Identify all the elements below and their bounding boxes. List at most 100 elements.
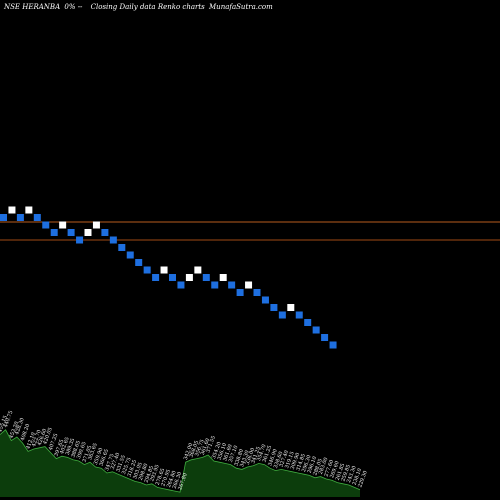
renko-brick-down [126, 251, 134, 259]
description-label: Closing Daily data Renko charts [91, 3, 206, 11]
renko-brick-down [202, 274, 210, 281]
renko-brick-up [84, 229, 92, 236]
renko-brick-up [92, 221, 100, 229]
volume-price-label: 422.70 [31, 429, 43, 447]
volume-price-label: 269.60 [329, 460, 341, 478]
renko-brick-up [8, 206, 16, 214]
volume-price-label: 264.80 [166, 470, 178, 488]
volume-price-label: 408.20 [20, 423, 32, 441]
volume-price-label: 453.20 [9, 421, 21, 439]
change-label: 0% -- [64, 3, 83, 11]
volume-price-label: 267.80 [177, 472, 189, 490]
renko-brick-down [50, 229, 58, 236]
volume-price-label: 412.10 [25, 432, 37, 450]
volume-price-label: 293.95 [149, 464, 161, 482]
renko-brick-down [16, 214, 24, 221]
renko-brick-down [278, 311, 286, 319]
renko-brick-down [211, 281, 219, 289]
renko-bricks [0, 206, 337, 349]
volume-price-label: 440.75 [3, 410, 15, 428]
volume-price-label: 296.10 [307, 456, 319, 474]
chart-header: NSE HERANBA 0% -- Closing Daily data Ren… [3, 3, 273, 11]
volume-price-label: 283.00 [318, 457, 330, 475]
volume-price-label: 389.35 [65, 438, 77, 456]
renko-brick-down [177, 281, 185, 289]
volume-price-label: 343.30 [239, 450, 251, 468]
renko-brick-down [135, 259, 143, 266]
volume-price-label: 368.05 [189, 440, 201, 458]
volume-price-label: 327.40 [110, 452, 122, 470]
renko-brick-up [287, 304, 295, 311]
volume-price-label: 366.65 [99, 448, 111, 466]
volume-price-label: 397.65 [54, 439, 66, 457]
renko-brick-down [304, 319, 312, 326]
volume-price-label: 361.60 [200, 438, 212, 456]
volume-price-label: 390.65 [76, 441, 88, 459]
volume-price-label: 338.80 [234, 448, 246, 466]
volume-area [0, 429, 360, 497]
renko-brick-up [185, 274, 193, 281]
volume-price-label: 314.85 [295, 453, 307, 471]
renko-brick-down [329, 341, 337, 349]
volume-price-label: 402.65 [59, 436, 71, 454]
volume-price-label: 354.70 [256, 444, 268, 462]
symbol-label: NSE HERANBA [3, 3, 60, 11]
renko-brick-up [245, 281, 253, 289]
renko-brick-down [236, 289, 244, 296]
renko-brick-down [169, 274, 176, 281]
price-level-lines [0, 221, 500, 241]
volume-price-label: 388.65 [70, 440, 82, 458]
renko-brick-down [321, 334, 329, 341]
volume-price-label: 298.80 [138, 463, 150, 481]
renko-brick-up [219, 274, 227, 281]
volume-price-label: 371.55 [205, 435, 217, 453]
renko-brick-down [101, 229, 109, 236]
volume-price-label: 356.10 [217, 442, 229, 460]
renko-brick-down [261, 296, 269, 304]
renko-brick-up [59, 221, 67, 229]
volume-price-label: 371.05 [82, 445, 94, 463]
volume-price-label: 338.60 [273, 451, 285, 469]
volume-line [0, 429, 361, 493]
volume-price-label: 266.30 [172, 471, 184, 489]
volume-price-label: 243.30 [346, 465, 358, 483]
renko-brick-down [312, 326, 320, 334]
volume-price-label: 238.10 [352, 468, 364, 486]
renko-brick-down [143, 266, 151, 274]
renko-brick-down [118, 244, 126, 251]
volume-price-label: 336.00 [245, 447, 257, 465]
volume-price-label: 303.05 [132, 462, 144, 480]
volume-price-label: 319.15 [284, 451, 296, 469]
volume-price-label: 347.75 [104, 453, 116, 471]
volume-price-label: 420.05 [42, 427, 54, 445]
volume-price-label: 318.25 [127, 459, 139, 477]
renko-brick-up [25, 206, 33, 214]
volume-price-label: 294.85 [144, 465, 156, 483]
volume-price-label: 357.10 [228, 445, 240, 463]
renko-brick-down [109, 236, 117, 244]
renko-brick-down [270, 304, 278, 311]
volume-price-label: 259.85 [340, 464, 352, 482]
volume-price-label: 407.25 [48, 433, 60, 451]
renko-brick-up [160, 266, 168, 274]
renko-brick-down [152, 274, 160, 281]
renko-brick-down [0, 214, 7, 221]
renko-brick-down [76, 236, 84, 244]
volume-price-label: 261.85 [335, 463, 347, 481]
renko-brick-down [33, 214, 41, 221]
renko-brick-down [253, 289, 261, 296]
volume-price-label: 288.05 [312, 458, 324, 476]
volume-price-label: 229.30 [357, 470, 369, 488]
watermark-label: MunafaSutra.com [208, 3, 273, 11]
volume-price-label: 363.65 [87, 442, 99, 460]
volume-price-label: 455.15 [0, 415, 9, 433]
volume-price-label: 270.95 [160, 469, 172, 487]
volume-price-label: 277.60 [324, 459, 336, 477]
volume-price-label: 296.30 [301, 454, 313, 472]
volume-price-label: 342.00 [183, 442, 195, 460]
renko-brick-down [295, 311, 303, 319]
volume-price-label: 327.40 [279, 450, 291, 468]
volume-price-label: 346.90 [267, 448, 279, 466]
volume-price-label: 325.75 [121, 457, 133, 475]
